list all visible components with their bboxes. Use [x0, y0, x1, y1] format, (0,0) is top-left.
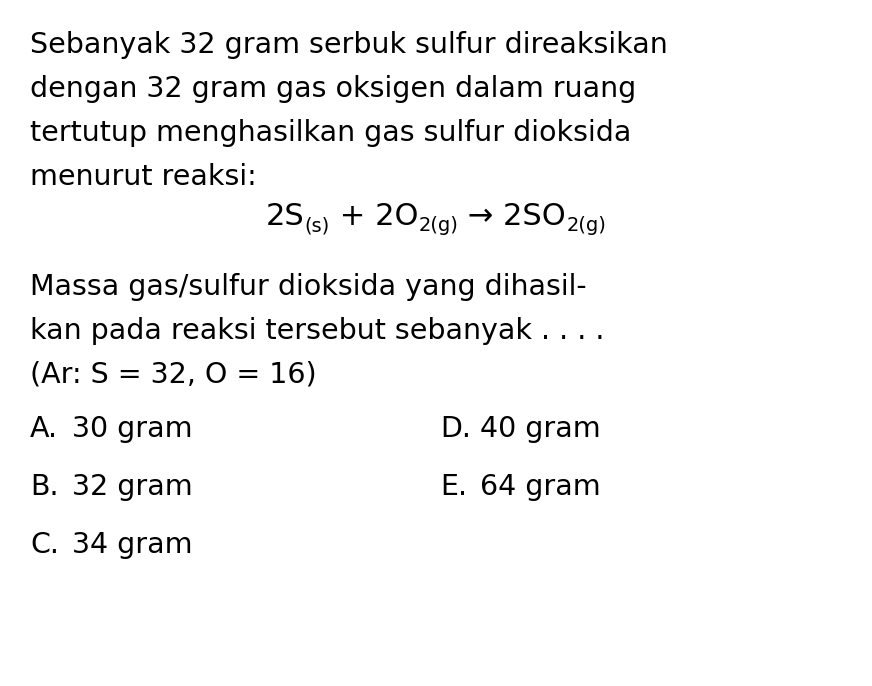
Text: Sebanyak 32 gram serbuk sulfur direaksikan: Sebanyak 32 gram serbuk sulfur direaksik… — [30, 31, 668, 59]
Text: E.: E. — [440, 473, 467, 501]
Text: 2S: 2S — [266, 202, 304, 231]
Text: 34 gram: 34 gram — [72, 531, 193, 559]
Text: B.: B. — [30, 473, 58, 501]
Text: dengan 32 gram gas oksigen dalam ruang: dengan 32 gram gas oksigen dalam ruang — [30, 75, 637, 103]
Text: D.: D. — [440, 415, 471, 443]
Text: 40 gram: 40 gram — [480, 415, 601, 443]
Text: C.: C. — [30, 531, 59, 559]
Text: 64 gram: 64 gram — [480, 473, 601, 501]
Text: → 2SO: → 2SO — [459, 202, 566, 231]
Text: A.: A. — [30, 415, 58, 443]
Text: 2(g): 2(g) — [419, 216, 459, 235]
Text: (s): (s) — [304, 216, 330, 235]
Text: tertutup menghasilkan gas sulfur dioksida: tertutup menghasilkan gas sulfur dioksid… — [30, 119, 631, 147]
Text: 32 gram: 32 gram — [72, 473, 193, 501]
Text: + 2O: + 2O — [330, 202, 419, 231]
Text: kan pada reaksi tersebut sebanyak . . . .: kan pada reaksi tersebut sebanyak . . . … — [30, 317, 604, 345]
Text: 30 gram: 30 gram — [72, 415, 193, 443]
Text: 2(g): 2(g) — [566, 216, 606, 235]
Text: Massa gas/sulfur dioksida yang dihasil-: Massa gas/sulfur dioksida yang dihasil- — [30, 273, 587, 301]
Text: menurut reaksi:: menurut reaksi: — [30, 163, 256, 191]
Text: (Ar: S = 32, O = 16): (Ar: S = 32, O = 16) — [30, 361, 317, 389]
